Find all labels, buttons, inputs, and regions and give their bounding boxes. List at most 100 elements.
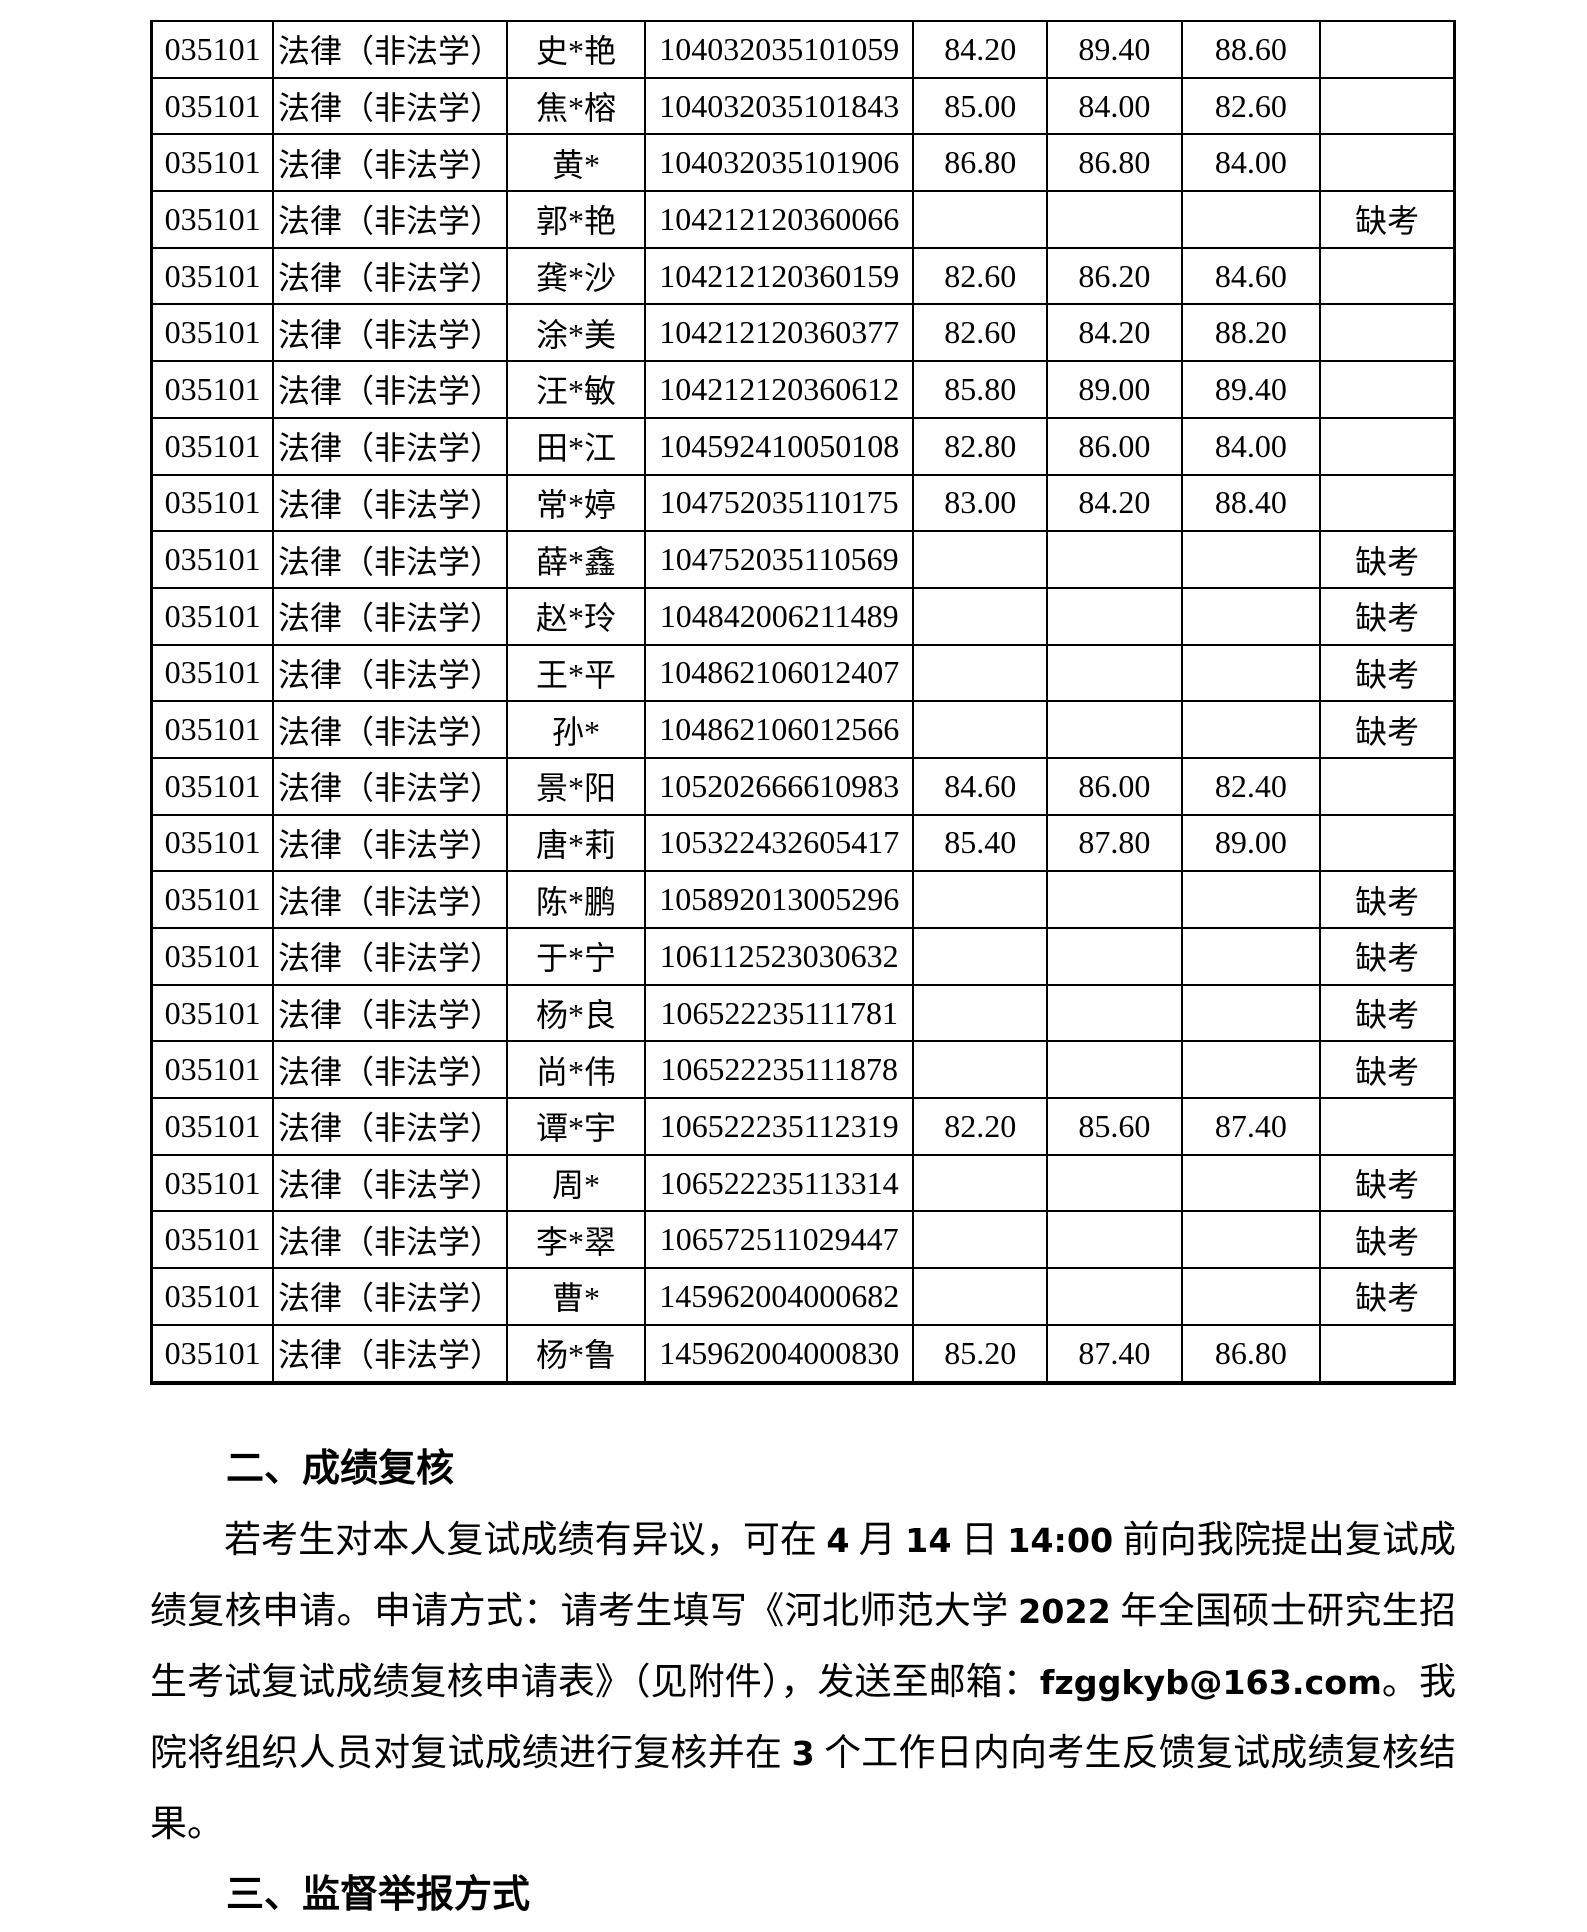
table-row: 035101 法律（非法学） 尚*伟 106522235111878 缺考 [150, 1040, 1456, 1100]
cell-candidate_id: 105892013005296 [644, 870, 915, 929]
text-segment: 14:00 [1007, 1520, 1114, 1560]
text-segment: 年全国硕士研究生招生考试复试成绩复核申请表》（见附件），发送至邮箱： [150, 1590, 1457, 1703]
notice-content: 二、成绩复核 若考生对本人复试成绩有异议，可在 4 月 14 日 14:00 前… [150, 1434, 1456, 1931]
cell-candidate_id: 145962004000830 [644, 1323, 915, 1384]
cell-score3 [1180, 1267, 1322, 1326]
section-heading-report-method: 三、监督举报方式 [226, 1873, 531, 1916]
cell-score3: 84.60 [1180, 246, 1322, 306]
cell-code: 035101 [150, 246, 275, 306]
text-segment: 4 [826, 1520, 850, 1560]
cell-remark: 缺考 [1319, 1040, 1456, 1100]
cell-remark: 缺考 [1319, 927, 1456, 986]
cell-code: 035101 [150, 360, 275, 419]
cell-candidate_id: 106522235113314 [644, 1153, 915, 1213]
table-row: 035101 法律（非法学） 史*艳 104032035101059 84.20 89.4… [150, 20, 1456, 79]
table-row: 035101 法律（非法学） 王*平 104862106012407 缺考 [150, 643, 1456, 703]
table-row: 035101 法律（非法学） 赵*玲 104842006211489 缺考 [150, 586, 1456, 646]
cell-score3: 89.00 [1180, 813, 1322, 873]
cell-major: 法律（非法学） [272, 700, 508, 759]
table-row: 035101 法律（非法学） 涂*美 104212120360377 82.60 84.2… [150, 303, 1456, 363]
text-segment: 3 [791, 1733, 815, 1773]
text-segment: 个工作日内向考生反馈复试成绩复核结果。 [150, 1732, 1457, 1845]
cell-score1: 82.60 [912, 246, 1049, 306]
cell-remark [1319, 416, 1456, 476]
cell-remark [1319, 756, 1456, 816]
cell-code: 035101 [150, 20, 275, 79]
cell-name: 薛*鑫 [505, 530, 647, 589]
cell-score3 [1180, 586, 1322, 646]
cell-candidate_id: 104212120360377 [644, 303, 915, 363]
cell-candidate_id: 106522235111781 [644, 983, 915, 1043]
table-row: 035101 法律（非法学） 常*婷 104752035110175 83.00 84.2… [150, 473, 1456, 533]
table-body: 035101 法律（非法学） 史*艳 104032035101059 84.20 89.4… [150, 20, 1456, 1384]
table-row: 035101 法律（非法学） 杨*良 106522235111781 缺考 [150, 983, 1456, 1043]
cell-score3 [1180, 190, 1322, 249]
cell-score2: 87.40 [1046, 1323, 1183, 1384]
cell-candidate_id: 104752035110569 [644, 530, 915, 589]
cell-major: 法律（非法学） [272, 813, 508, 873]
table-row: 035101 法律（非法学） 景*阳 105202666610983 84.60 86.0… [150, 756, 1456, 816]
text-segment: 14 [905, 1520, 952, 1560]
cell-score3: 82.40 [1180, 756, 1322, 816]
cell-code: 035101 [150, 1040, 275, 1100]
cell-score3 [1180, 1210, 1322, 1270]
cell-score2 [1046, 643, 1183, 703]
cell-name: 杨*鲁 [505, 1323, 647, 1384]
table-row: 035101 法律（非法学） 田*江 104592410050108 82.80 86.0… [150, 416, 1456, 476]
cell-major: 法律（非法学） [272, 1040, 508, 1100]
table-row: 035101 法律（非法学） 曹* 145962004000682 缺考 [150, 1267, 1456, 1326]
cell-major: 法律（非法学） [272, 303, 508, 363]
cell-name: 孙* [505, 700, 647, 759]
cell-score2 [1046, 870, 1183, 929]
cell-code: 035101 [150, 643, 275, 703]
cell-score2 [1046, 1040, 1183, 1100]
review-paragraph: 若考生对本人复试成绩有异议，可在 4 月 14 日 14:00 前向我院提出复试… [150, 1505, 1456, 1860]
cell-code: 035101 [150, 983, 275, 1043]
text-segment: 若考生对本人复试成绩有异议，可在 [224, 1519, 827, 1561]
cell-remark [1319, 303, 1456, 363]
table-row: 035101 法律（非法学） 唐*莉 105322432605417 85.40 87.8… [150, 813, 1456, 873]
cell-code: 035101 [150, 813, 275, 873]
cell-major: 法律（非法学） [272, 643, 508, 703]
cell-remark: 缺考 [1319, 983, 1456, 1043]
cell-candidate_id: 104862106012407 [644, 643, 915, 703]
cell-major: 法律（非法学） [272, 360, 508, 419]
cell-score2: 86.20 [1046, 246, 1183, 306]
cell-name: 于*宁 [505, 927, 647, 986]
cell-score2 [1046, 700, 1183, 759]
cell-score3 [1180, 1040, 1322, 1100]
cell-score1 [912, 1267, 1049, 1326]
cell-score2 [1046, 190, 1183, 249]
cell-code: 035101 [150, 190, 275, 249]
cell-candidate_id: 104842006211489 [644, 586, 915, 646]
cell-score2 [1046, 586, 1183, 646]
cell-score2: 86.00 [1046, 756, 1183, 816]
cell-score2: 89.40 [1046, 20, 1183, 79]
cell-major: 法律（非法学） [272, 870, 508, 929]
text-segment: 月 [849, 1519, 906, 1561]
cell-score3: 84.00 [1180, 133, 1322, 193]
cell-code: 035101 [150, 870, 275, 929]
cell-score2: 89.00 [1046, 360, 1183, 419]
cell-score2 [1046, 1153, 1183, 1213]
cell-remark [1319, 133, 1456, 193]
cell-score2 [1046, 927, 1183, 986]
section-heading-score-review: 二、成绩复核 [226, 1447, 455, 1490]
cell-remark [1319, 246, 1456, 306]
cell-code: 035101 [150, 1097, 275, 1156]
cell-major: 法律（非法学） [272, 1153, 508, 1213]
cell-score1 [912, 870, 1049, 929]
cell-code: 035101 [150, 700, 275, 759]
text-segment: fzggkyb@163.com [1039, 1662, 1382, 1702]
cell-remark: 缺考 [1319, 700, 1456, 759]
cell-candidate_id: 145962004000682 [644, 1267, 915, 1326]
cell-score1 [912, 190, 1049, 249]
cell-name: 唐*莉 [505, 813, 647, 873]
cell-name: 李*翠 [505, 1210, 647, 1270]
cell-score1: 82.60 [912, 303, 1049, 363]
cell-major: 法律（非法学） [272, 76, 508, 136]
cell-score3 [1180, 700, 1322, 759]
cell-code: 035101 [150, 1210, 275, 1270]
text-segment: 2022 [1018, 1591, 1111, 1631]
cell-major: 法律（非法学） [272, 1267, 508, 1326]
